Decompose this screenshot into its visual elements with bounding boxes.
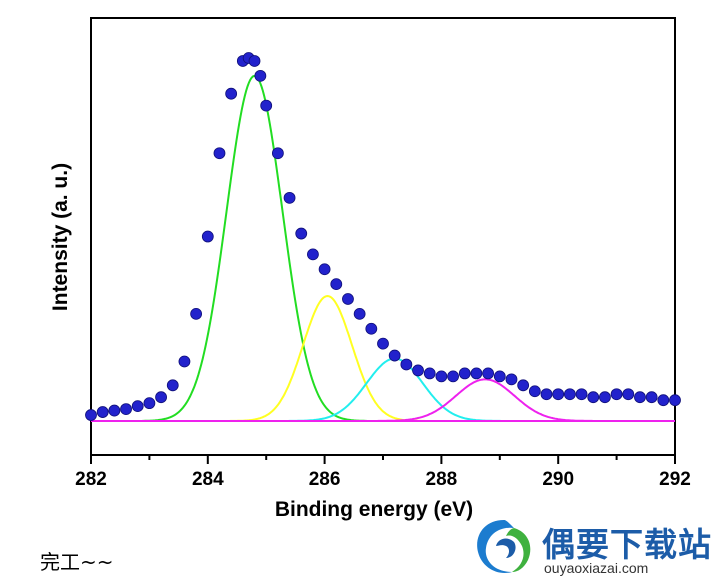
- data-point: [388, 349, 401, 362]
- data-point: [423, 367, 436, 380]
- x-tick-label: 282: [75, 469, 107, 490]
- data-point: [342, 293, 354, 305]
- data-point: [166, 379, 179, 392]
- data-point: [120, 403, 132, 415]
- data-point: [458, 367, 471, 380]
- data-point: [271, 147, 284, 160]
- data-point: [155, 391, 167, 404]
- data-point: [353, 307, 366, 320]
- data-point: [669, 394, 681, 407]
- data-point: [295, 227, 308, 240]
- data-point: [400, 358, 413, 371]
- data-point: [225, 87, 238, 100]
- x-tick-label: 284: [192, 469, 224, 490]
- data-point: [482, 367, 495, 380]
- x-tick-label: 288: [426, 469, 458, 490]
- data-point: [307, 248, 319, 261]
- data-point: [610, 388, 623, 401]
- data-point: [248, 55, 261, 67]
- data-point: [365, 322, 378, 335]
- fit-peak-line-2: [229, 294, 426, 422]
- data-point: [85, 409, 97, 421]
- data-point: [599, 391, 611, 404]
- y-axis-label: Intensity (a. u.): [49, 163, 72, 311]
- fit-peak-line-4: [368, 378, 602, 422]
- data-point: [552, 388, 565, 401]
- data-point: [634, 391, 646, 404]
- data-point: [587, 391, 600, 404]
- fit-peak-line-1: [142, 74, 367, 422]
- data-point: [201, 230, 214, 243]
- data-point: [575, 388, 588, 401]
- data-point: [178, 355, 191, 368]
- data-point: [131, 400, 144, 413]
- data-point: [254, 69, 267, 82]
- data-point: [283, 191, 296, 204]
- data-point: [143, 397, 156, 410]
- data-point: [645, 391, 658, 404]
- data-point: [96, 406, 109, 418]
- data-point: [447, 370, 459, 383]
- data-point: [505, 373, 518, 386]
- caption: 完工~~: [40, 550, 114, 574]
- data-point: [470, 367, 483, 380]
- watermark-title: 偶要下载站: [542, 525, 712, 564]
- data-point: [330, 278, 343, 291]
- data-point: [377, 337, 389, 350]
- x-tick-label: 286: [309, 469, 341, 490]
- data-point: [412, 364, 424, 377]
- x-tick-label: 292: [659, 469, 691, 490]
- x-tick-label: 290: [542, 469, 574, 490]
- data-point: [657, 394, 670, 407]
- data-point: [435, 370, 448, 383]
- data-point: [493, 370, 506, 383]
- data-point: [108, 404, 121, 417]
- data-point: [260, 99, 273, 112]
- plot-frame: [90, 17, 676, 456]
- data-point: [528, 385, 541, 398]
- site-logo-icon: [477, 520, 531, 574]
- data-point: [517, 379, 530, 392]
- data-point: [213, 147, 226, 160]
- data-point: [540, 388, 553, 401]
- watermark-url: ouyaoxiazai.com: [544, 560, 649, 576]
- data-point: [318, 263, 331, 276]
- data-point: [190, 307, 203, 320]
- x-axis-label: Binding energy (eV): [275, 498, 473, 521]
- data-point: [622, 388, 635, 401]
- data-point: [563, 388, 576, 401]
- watermark: 偶要下载站 ouyaoxiazai.com: [470, 516, 715, 580]
